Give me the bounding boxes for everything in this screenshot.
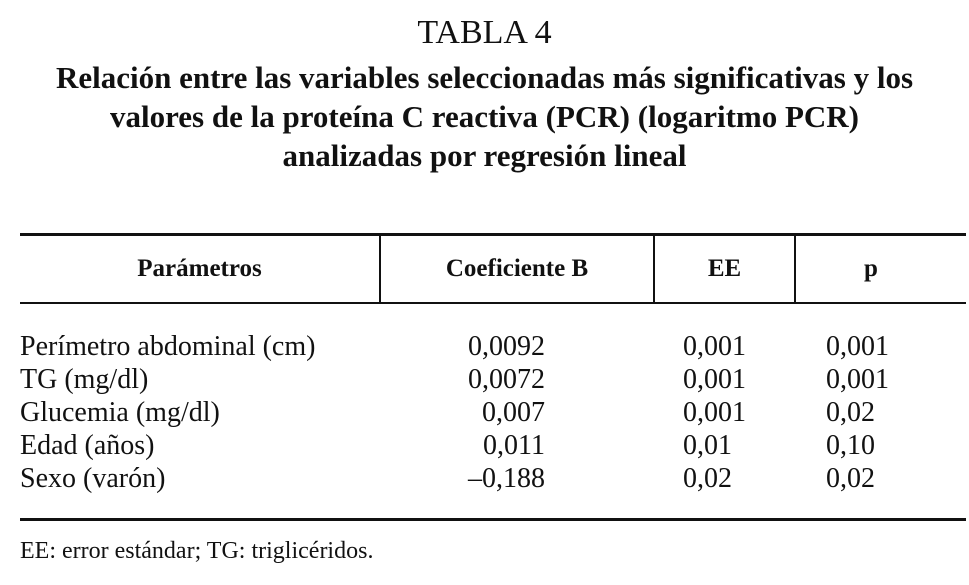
row-label: Edad (años) <box>20 430 155 461</box>
cell: 0,001 <box>826 331 889 362</box>
cell: 0,007 <box>482 397 545 428</box>
cell: 0,0072 <box>468 364 545 395</box>
cell: 0,02 <box>826 463 875 494</box>
cell: 0,001 <box>683 364 746 395</box>
column-header: p <box>864 255 878 282</box>
row-label: Sexo (varón) <box>20 463 166 494</box>
rule <box>20 233 966 236</box>
rule <box>20 518 966 521</box>
table-title: Relación entre las variables seleccionad… <box>55 60 914 173</box>
cell: 0,02 <box>826 397 875 428</box>
cell: 0,001 <box>683 331 746 362</box>
row-label: TG (mg/dl) <box>20 364 149 395</box>
column-header: EE <box>707 255 742 282</box>
column-header: Coeficiente B <box>445 255 589 282</box>
row-label: Glucemia (mg/dl) <box>20 397 220 428</box>
cell: 0,001 <box>683 397 746 428</box>
footnote: EE: error estándar; TG: triglicéridos. <box>20 538 374 564</box>
column-header: Parámetros <box>137 255 262 282</box>
cell: –0,188 <box>468 463 545 494</box>
rule <box>20 302 966 304</box>
column-separator <box>794 236 796 302</box>
column-separator <box>653 236 655 302</box>
cell: 0,011 <box>483 430 545 461</box>
cell: 0,02 <box>683 463 732 494</box>
table-label: TABLA 4 <box>417 14 552 51</box>
cell: 0,01 <box>683 430 732 461</box>
cell: 0,10 <box>826 430 875 461</box>
row-label: Perímetro abdominal (cm) <box>20 331 316 362</box>
column-separator <box>379 236 381 302</box>
cell: 0,001 <box>826 364 889 395</box>
cell: 0,0092 <box>468 331 545 362</box>
